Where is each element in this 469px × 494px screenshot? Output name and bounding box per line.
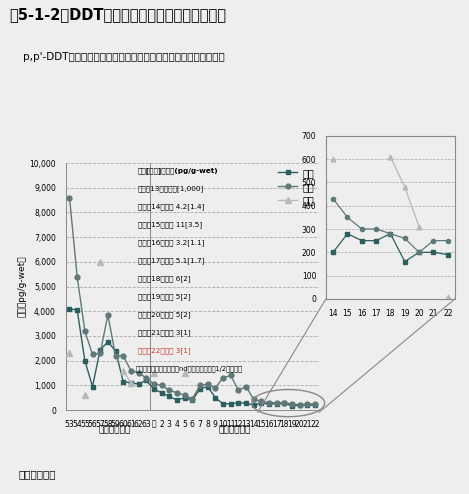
魚類 bbox=[113, 353, 118, 359]
Text: 図5-1-2　DDTのモニタリング調査の経年変化: 図5-1-2 DDTのモニタリング調査の経年変化 bbox=[9, 7, 227, 22]
貝類 bbox=[151, 386, 157, 392]
Legend: 貝類, 魚類, 鳥類: 貝類, 魚類, 鳥類 bbox=[278, 168, 314, 206]
Text: 平成21年度　 3[1]: 平成21年度 3[1] bbox=[138, 329, 190, 336]
貝類 bbox=[205, 383, 211, 389]
貝類 bbox=[243, 400, 249, 406]
魚類 bbox=[205, 381, 211, 387]
Text: 平成19年度　 5[2]: 平成19年度 5[2] bbox=[138, 293, 190, 300]
魚類 bbox=[251, 396, 257, 402]
貝類 bbox=[304, 402, 310, 408]
魚類 bbox=[228, 372, 234, 378]
貝類 bbox=[297, 402, 303, 408]
貝類 bbox=[281, 400, 287, 406]
魚類 bbox=[166, 387, 172, 393]
魚類 bbox=[220, 375, 226, 381]
貝類 bbox=[228, 401, 234, 407]
貝類 bbox=[212, 395, 218, 401]
鳥類 bbox=[151, 370, 157, 376]
魚類 bbox=[235, 387, 241, 393]
貝類 bbox=[220, 401, 226, 407]
Text: 平成18年度　 6[2]: 平成18年度 6[2] bbox=[138, 275, 190, 282]
Text: 平成14年度　 4.2[1.4]: 平成14年度 4.2[1.4] bbox=[138, 203, 204, 209]
貝類 bbox=[274, 401, 280, 407]
貝類 bbox=[75, 307, 80, 313]
鳥類 bbox=[82, 392, 88, 398]
魚類 bbox=[82, 328, 88, 334]
貝類 bbox=[121, 378, 126, 384]
鳥類 bbox=[182, 370, 188, 376]
魚類 bbox=[266, 400, 272, 406]
魚類 bbox=[136, 370, 141, 376]
Text: p,p'-DDT　生物（貝類、魚類、鳥類）の経年変化（幾何平均値）: p,p'-DDT 生物（貝類、魚類、鳥類）の経年変化（幾何平均値） bbox=[23, 52, 225, 62]
Text: 資料：環境省: 資料：環境省 bbox=[19, 469, 56, 479]
魚類 bbox=[144, 375, 149, 381]
貝類 bbox=[266, 401, 272, 407]
魚類 bbox=[258, 398, 264, 404]
Line: 鳥類: 鳥類 bbox=[67, 259, 188, 398]
魚類 bbox=[312, 401, 318, 407]
貝類 bbox=[251, 402, 257, 408]
魚類 bbox=[67, 195, 72, 201]
貝類 bbox=[113, 348, 118, 354]
貝類 bbox=[159, 390, 165, 396]
魚類 bbox=[90, 352, 95, 358]
貝類 bbox=[67, 306, 72, 312]
貝類 bbox=[258, 400, 264, 406]
魚類 bbox=[174, 390, 180, 396]
Y-axis label: 生物（pg/g-wet）: 生物（pg/g-wet） bbox=[17, 256, 27, 317]
貝類 bbox=[90, 383, 95, 389]
鳥類 bbox=[128, 380, 134, 386]
魚類 bbox=[121, 353, 126, 359]
魚類 bbox=[274, 400, 280, 406]
鳥類 bbox=[121, 368, 126, 373]
貝類 bbox=[144, 377, 149, 383]
魚類 bbox=[297, 402, 303, 408]
貝類 bbox=[105, 339, 111, 345]
Text: 平成15年度　 11[3.5]: 平成15年度 11[3.5] bbox=[138, 221, 202, 228]
魚類 bbox=[182, 392, 188, 398]
魚類 bbox=[128, 368, 134, 373]
貝類 bbox=[82, 358, 88, 364]
魚類 bbox=[289, 401, 295, 407]
Text: 昭和（年度）: 昭和（年度） bbox=[99, 425, 131, 434]
鳥類 bbox=[98, 259, 103, 265]
貝類 bbox=[182, 395, 188, 401]
魚類 bbox=[281, 400, 287, 406]
魚類 bbox=[159, 382, 165, 388]
貝類 bbox=[289, 403, 295, 409]
魚類 bbox=[304, 401, 310, 407]
Text: ～平成13年度　　[1,000]: ～平成13年度 [1,000] bbox=[138, 185, 204, 192]
鳥類 bbox=[67, 350, 72, 356]
貝類 bbox=[128, 380, 134, 386]
Text: 平成16年度　 3.2[1.1]: 平成16年度 3.2[1.1] bbox=[138, 239, 204, 246]
貝類 bbox=[136, 381, 141, 387]
Text: 平成17年度　 5.1[1.7]: 平成17年度 5.1[1.7] bbox=[138, 257, 204, 264]
貝類 bbox=[235, 400, 241, 406]
魚類 bbox=[151, 381, 157, 387]
貝類 bbox=[189, 397, 195, 403]
Text: 平成20年度　 5[2]: 平成20年度 5[2] bbox=[138, 311, 190, 318]
貝類 bbox=[166, 393, 172, 399]
Text: 定量[検出]下限値(pg/g-wet): 定量[検出]下限値(pg/g-wet) bbox=[138, 166, 219, 174]
貝類 bbox=[312, 402, 318, 408]
魚類 bbox=[105, 312, 111, 318]
魚類 bbox=[197, 382, 203, 388]
魚類 bbox=[212, 385, 218, 391]
Text: ・幾何平均算出に際し、ndは検出下限値の1/2とした。: ・幾何平均算出に際し、ndは検出下限値の1/2とした。 bbox=[135, 365, 242, 371]
Text: 平成（年度）: 平成（年度） bbox=[219, 425, 250, 434]
Text: 平成22年度　 3[1]: 平成22年度 3[1] bbox=[138, 347, 190, 354]
魚類 bbox=[243, 383, 249, 389]
魚類 bbox=[75, 274, 80, 280]
Line: 貝類: 貝類 bbox=[67, 306, 318, 409]
貝類 bbox=[197, 386, 203, 392]
貝類 bbox=[174, 397, 180, 403]
貝類 bbox=[98, 347, 103, 353]
Line: 魚類: 魚類 bbox=[67, 195, 318, 408]
魚類 bbox=[189, 396, 195, 402]
魚類 bbox=[98, 350, 103, 356]
